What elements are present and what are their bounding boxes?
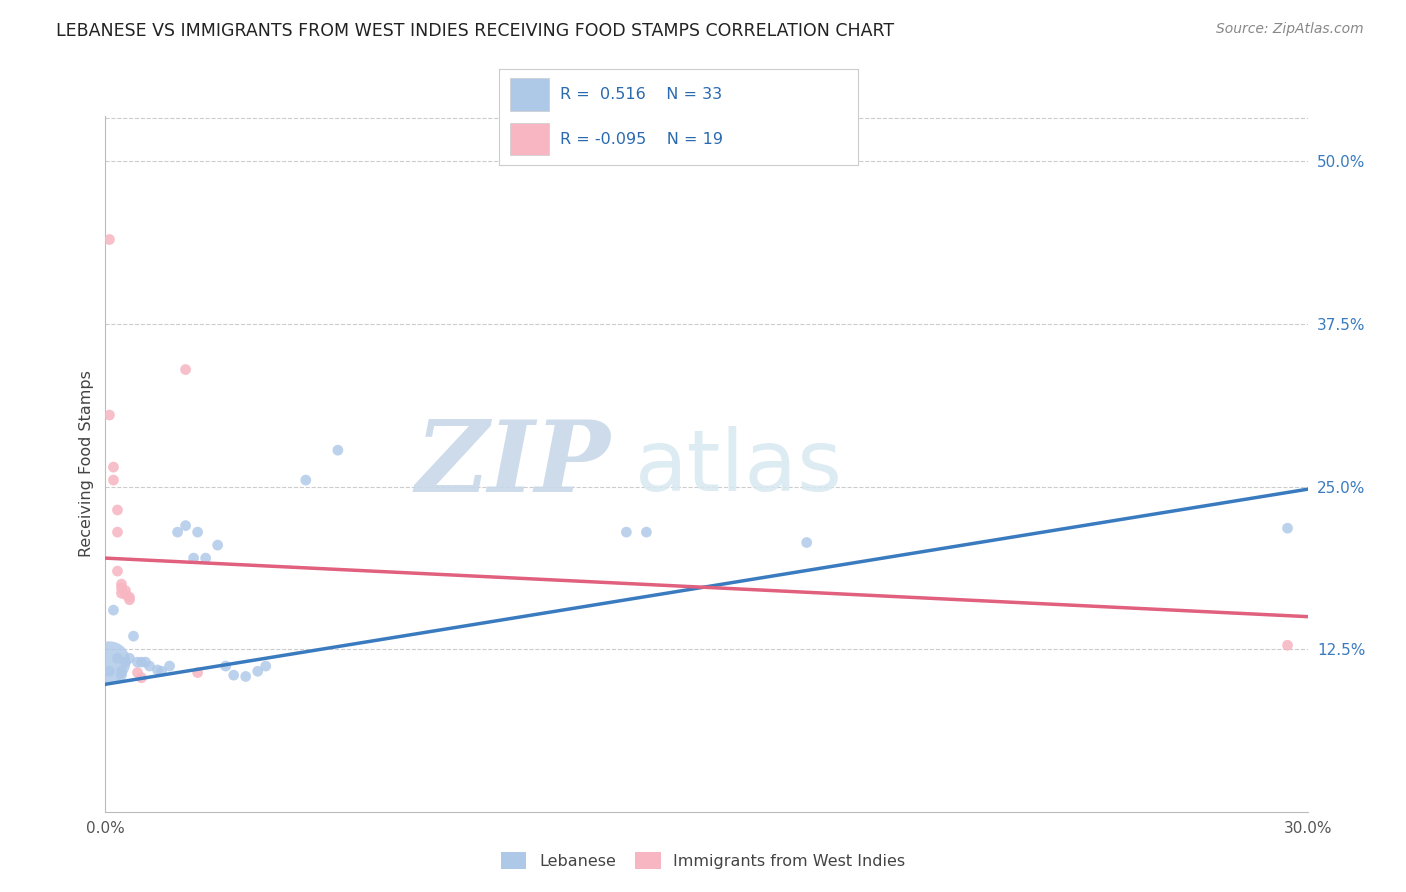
Point <box>110 665 132 679</box>
Point <box>98 655 121 669</box>
Point <box>118 651 141 665</box>
Point <box>1277 638 1299 652</box>
Point <box>114 655 136 669</box>
Point <box>98 408 121 422</box>
Point <box>616 525 638 540</box>
Text: ZIP: ZIP <box>415 416 610 512</box>
Point <box>187 665 209 680</box>
Point <box>103 473 125 487</box>
Point <box>122 629 145 643</box>
Y-axis label: Receiving Food Stamps: Receiving Food Stamps <box>79 370 94 558</box>
Text: R =  0.516    N = 33: R = 0.516 N = 33 <box>560 87 723 103</box>
Point <box>138 659 160 673</box>
Point <box>295 473 318 487</box>
Point <box>796 535 818 549</box>
Point <box>187 525 209 540</box>
FancyBboxPatch shape <box>510 122 550 155</box>
Point <box>110 668 132 682</box>
Point <box>326 443 349 458</box>
Point <box>107 525 129 540</box>
Point <box>118 592 141 607</box>
Point <box>103 603 125 617</box>
Point <box>110 581 132 595</box>
Point <box>110 586 132 600</box>
Point <box>174 362 197 376</box>
Point <box>159 659 181 673</box>
Point <box>166 525 188 540</box>
Point <box>110 577 132 591</box>
Legend: Lebanese, Immigrants from West Indies: Lebanese, Immigrants from West Indies <box>494 846 912 875</box>
Point <box>235 669 257 683</box>
Point <box>246 665 269 679</box>
Point <box>194 551 217 566</box>
Point <box>98 665 121 679</box>
Point <box>118 590 141 604</box>
Point <box>127 655 149 669</box>
Point <box>150 665 173 679</box>
Point <box>174 518 197 533</box>
Point <box>636 525 658 540</box>
Point <box>254 659 277 673</box>
Point <box>103 460 125 475</box>
Text: Source: ZipAtlas.com: Source: ZipAtlas.com <box>1216 22 1364 37</box>
Point <box>222 668 245 682</box>
Point <box>214 659 236 673</box>
Point <box>114 583 136 598</box>
FancyBboxPatch shape <box>510 78 550 112</box>
Point <box>135 655 157 669</box>
Point <box>98 233 121 247</box>
Point <box>146 663 169 677</box>
Point <box>107 503 129 517</box>
Point <box>131 655 153 669</box>
Point <box>114 588 136 602</box>
Text: R = -0.095    N = 19: R = -0.095 N = 19 <box>560 131 723 146</box>
Point <box>183 551 205 566</box>
Point <box>107 651 129 665</box>
Text: LEBANESE VS IMMIGRANTS FROM WEST INDIES RECEIVING FOOD STAMPS CORRELATION CHART: LEBANESE VS IMMIGRANTS FROM WEST INDIES … <box>56 22 894 40</box>
Point <box>1277 521 1299 535</box>
Text: atlas: atlas <box>634 425 842 508</box>
Point <box>127 665 149 680</box>
Point <box>131 671 153 685</box>
Point <box>107 564 129 578</box>
Point <box>207 538 229 552</box>
